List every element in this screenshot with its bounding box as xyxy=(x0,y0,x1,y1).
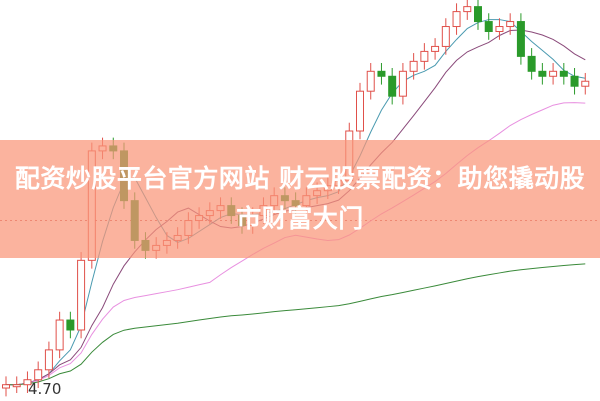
candle-body xyxy=(34,369,43,381)
candle-body xyxy=(366,70,375,92)
title-banner: 配资炒股平台官方网站 财云股票配资：助您撬动股市财富大门 xyxy=(0,140,600,258)
page-title: 配资炒股平台官方网站 财云股票配资：助您撬动股市财富大门 xyxy=(14,164,586,233)
candle-body xyxy=(516,21,525,57)
candle-body xyxy=(66,319,75,331)
candle-body xyxy=(356,90,364,132)
candle-body xyxy=(506,21,515,28)
ma60-line xyxy=(6,263,586,386)
candle-body xyxy=(420,50,429,62)
candle-body xyxy=(44,349,53,371)
candle-body xyxy=(12,384,21,388)
candle-body xyxy=(452,11,461,28)
candle-body xyxy=(570,75,579,87)
candle-body xyxy=(377,70,386,77)
candle-body xyxy=(484,21,493,33)
candle-body xyxy=(549,70,558,77)
candle-body xyxy=(559,70,568,77)
candle-body xyxy=(581,80,590,87)
candle-body xyxy=(474,6,482,23)
candle-body xyxy=(388,75,397,97)
candle-body xyxy=(409,60,418,72)
candle-body xyxy=(538,70,547,77)
low-price-label: 4.70 xyxy=(28,380,62,398)
candle-body xyxy=(495,26,504,33)
candle-body xyxy=(527,55,536,72)
candle-body xyxy=(23,379,32,386)
candle-body xyxy=(77,259,86,331)
candle-body xyxy=(398,70,407,97)
candle-body xyxy=(55,319,64,351)
candle-body xyxy=(2,384,10,389)
candle-body xyxy=(441,26,450,47)
candle-body xyxy=(463,6,472,13)
candle-body xyxy=(431,45,440,52)
